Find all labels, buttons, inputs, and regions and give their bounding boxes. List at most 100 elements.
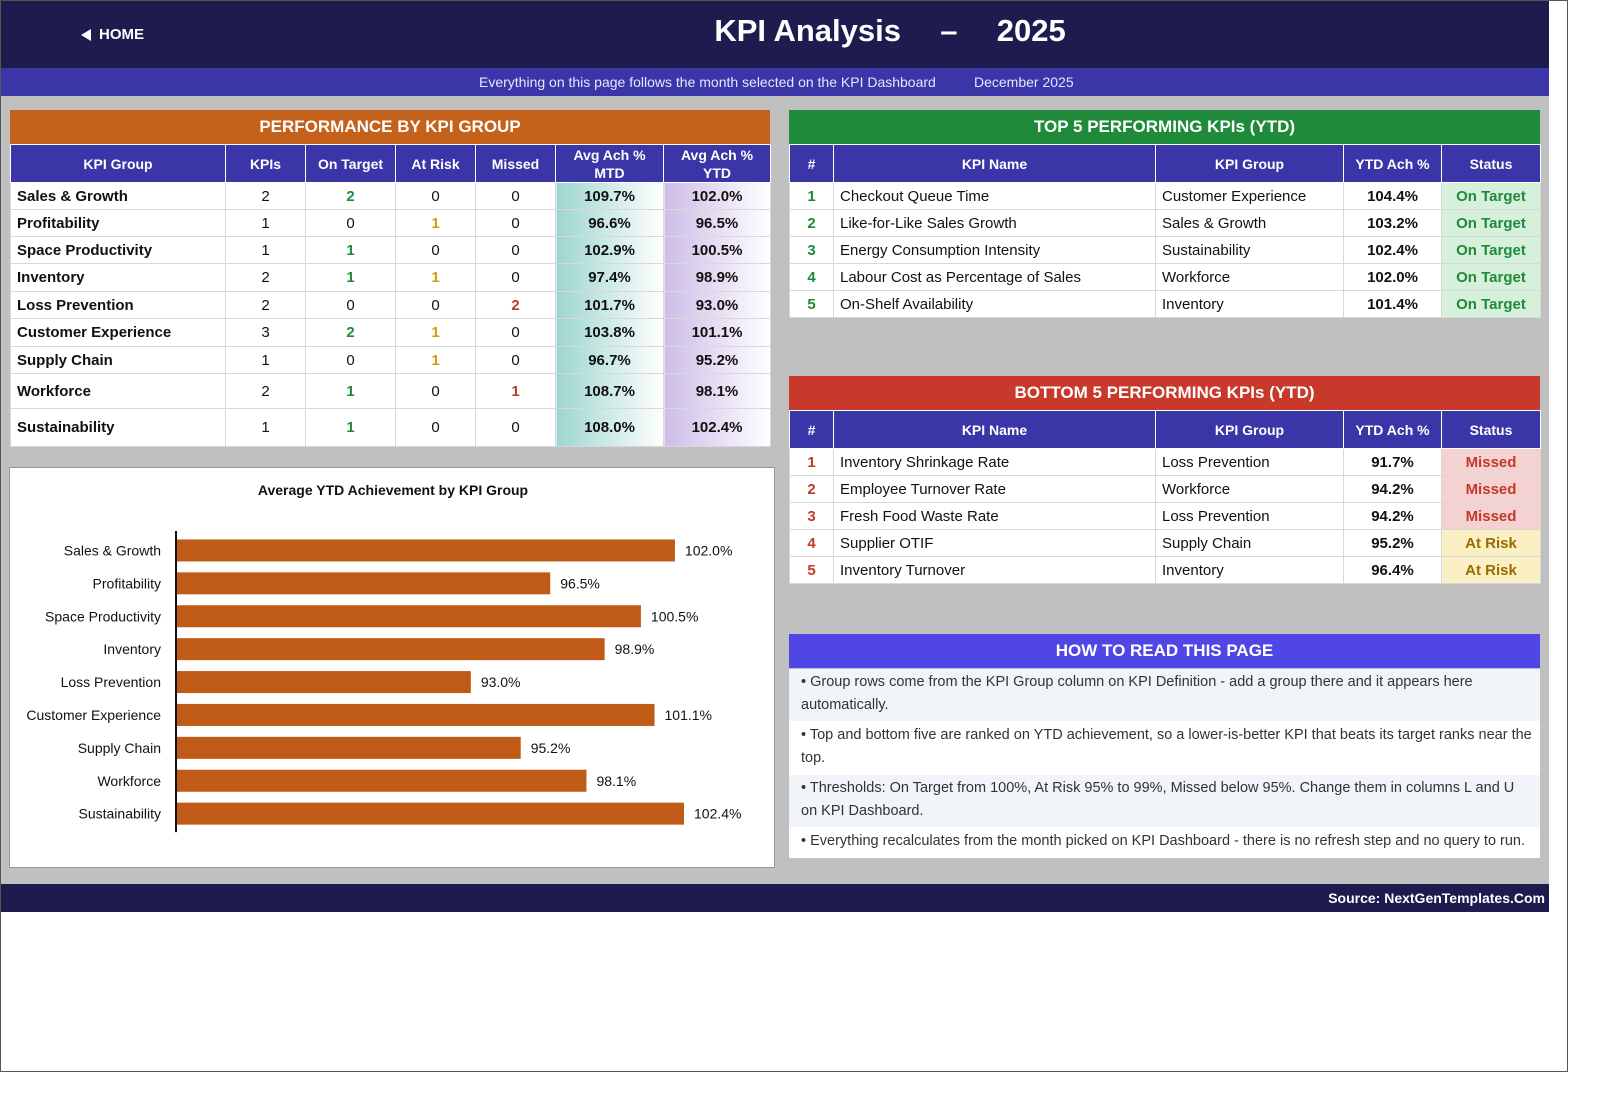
col-ytd: YTD Ach % xyxy=(1343,410,1442,449)
missed-count: 0 xyxy=(475,408,556,447)
ytd-chart: Average YTD Achievement by KPI Group Sal… xyxy=(9,467,775,868)
avg-ytd: 96.5% xyxy=(663,209,771,237)
bottom5-header: # KPI Name KPI Group YTD Ach % Status xyxy=(789,410,1541,449)
kpi-group: Inventory xyxy=(1155,556,1344,584)
subtitle-bar: Everything on this page follows the mont… xyxy=(1,68,1549,96)
col-kpi-name: KPI Name xyxy=(833,144,1156,183)
category-label: Inventory xyxy=(103,641,161,657)
col-at-risk: At Risk xyxy=(395,144,476,183)
bar xyxy=(176,638,605,661)
avg-ytd: 102.4% xyxy=(663,408,771,447)
kpi-group: Loss Prevention xyxy=(1155,502,1344,530)
bar xyxy=(176,703,655,726)
category-label: Supply Chain xyxy=(78,740,161,756)
rank: 3 xyxy=(789,236,834,264)
howto-item: • Top and bottom five are ranked on YTD … xyxy=(789,722,1540,775)
kpi-group: Supply Chain xyxy=(1155,529,1344,557)
on-target-count: 2 xyxy=(305,182,396,210)
table-row: Customer Experience 3 2 1 0 103.8% 101.1% xyxy=(10,318,771,347)
col-missed: Missed xyxy=(475,144,556,183)
kpi-group: Inventory xyxy=(1155,290,1344,318)
home-button[interactable]: HOME xyxy=(81,26,144,43)
group-name: Workforce xyxy=(10,373,226,409)
ytd-ach: 95.2% xyxy=(1343,529,1442,557)
kpi-count: 1 xyxy=(225,346,306,374)
avg-mtd: 108.7% xyxy=(555,373,664,409)
at-risk-count: 0 xyxy=(395,182,476,210)
rank: 1 xyxy=(789,182,834,210)
missed-count: 1 xyxy=(475,373,556,409)
bar xyxy=(176,605,641,628)
group-name: Sustainability xyxy=(10,408,226,447)
ytd-ach: 102.4% xyxy=(1343,236,1442,264)
bar xyxy=(176,539,675,562)
bottom5-banner: BOTTOM 5 PERFORMING KPIs (YTD) xyxy=(789,376,1540,410)
status-badge: On Target xyxy=(1441,290,1541,318)
kpi-name: Energy Consumption Intensity xyxy=(833,236,1156,264)
status-badge: On Target xyxy=(1441,182,1541,210)
data-label: 101.1% xyxy=(665,707,712,723)
on-target-count: 1 xyxy=(305,408,396,447)
status-badge: At Risk xyxy=(1441,556,1541,584)
group-name: Profitability xyxy=(10,209,226,237)
howto-item: • Thresholds: On Target from 100%, At Ri… xyxy=(789,775,1540,828)
avg-ytd: 102.0% xyxy=(663,182,771,210)
group-table-header: KPI Group KPIs On Target At Risk Missed … xyxy=(10,144,771,183)
top5-banner: TOP 5 PERFORMING KPIs (YTD) xyxy=(789,110,1540,144)
table-row: 2 Employee Turnover Rate Workforce 94.2% Mis… xyxy=(789,475,1541,503)
howto-list: • Group rows come from the KPI Group col… xyxy=(789,669,1540,858)
table-row: 3 Fresh Food Waste Rate Loss Prevention 94.… xyxy=(789,502,1541,530)
avg-ytd: 98.9% xyxy=(663,263,771,292)
group-table: KPI Group KPIs On Target At Risk Missed … xyxy=(10,144,771,447)
data-label: 96.5% xyxy=(560,575,600,591)
ytd-chart-svg: Average YTD Achievement by KPI Group Sal… xyxy=(26,482,741,833)
group-name: Loss Prevention xyxy=(10,291,226,319)
table-row: 5 On-Shelf Availability Inventory 101.4% On … xyxy=(789,290,1541,318)
kpi-name: Checkout Queue Time xyxy=(833,182,1156,210)
at-risk-count: 0 xyxy=(395,408,476,447)
col-kpi-group: KPI Group xyxy=(10,144,226,183)
col-on-target: On Target xyxy=(305,144,396,183)
table-row: 2 Like-for-Like Sales Growth Sales & Growt… xyxy=(789,209,1541,237)
howto-item: • Everything recalculates from the month… xyxy=(789,828,1540,858)
kpi-count: 1 xyxy=(225,209,306,237)
avg-ytd: 93.0% xyxy=(663,291,771,319)
title-dash: – xyxy=(940,13,958,48)
group-name: Customer Experience xyxy=(10,318,226,347)
page-title: KPI Analysis – 2025 xyxy=(1,13,1549,49)
title-year: 2025 xyxy=(996,13,1066,48)
ytd-ach: 103.2% xyxy=(1343,209,1442,237)
on-target-count: 1 xyxy=(305,236,396,264)
group-name: Inventory xyxy=(10,263,226,292)
source-credit: Source: NextGenTemplates.Com xyxy=(1328,890,1545,906)
kpi-name: Inventory Turnover xyxy=(833,556,1156,584)
on-target-count: 0 xyxy=(305,291,396,319)
category-label: Customer Experience xyxy=(26,707,161,723)
data-label: 95.2% xyxy=(531,740,571,756)
kpi-count: 2 xyxy=(225,291,306,319)
table-row: 3 Energy Consumption Intensity Sustainabil… xyxy=(789,236,1541,264)
at-risk-count: 0 xyxy=(395,236,476,264)
at-risk-count: 1 xyxy=(395,209,476,237)
avg-mtd: 108.0% xyxy=(555,408,664,447)
kpi-name: Like-for-Like Sales Growth xyxy=(833,209,1156,237)
category-label: Profitability xyxy=(93,575,161,591)
home-label: HOME xyxy=(99,26,144,43)
status-badge: Missed xyxy=(1441,448,1541,476)
chart-title: Average YTD Achievement by KPI Group xyxy=(258,482,528,498)
col-avg-ytd: Avg Ach % YTD xyxy=(663,144,771,183)
data-label: 102.0% xyxy=(685,542,732,558)
kpi-group: Workforce xyxy=(1155,263,1344,291)
avg-ytd: 101.1% xyxy=(663,318,771,347)
col-rank: # xyxy=(789,410,834,449)
kpi-name: Supplier OTIF xyxy=(833,529,1156,557)
top5-header: # KPI Name KPI Group YTD Ach % Status xyxy=(789,144,1541,183)
table-row: 4 Supplier OTIF Supply Chain 95.2% At Risk xyxy=(789,529,1541,557)
status-badge: Missed xyxy=(1441,475,1541,503)
on-target-count: 0 xyxy=(305,346,396,374)
status-badge: On Target xyxy=(1441,209,1541,237)
at-risk-count: 0 xyxy=(395,373,476,409)
bar xyxy=(176,736,521,759)
missed-count: 2 xyxy=(475,291,556,319)
kpi-count: 1 xyxy=(225,408,306,447)
